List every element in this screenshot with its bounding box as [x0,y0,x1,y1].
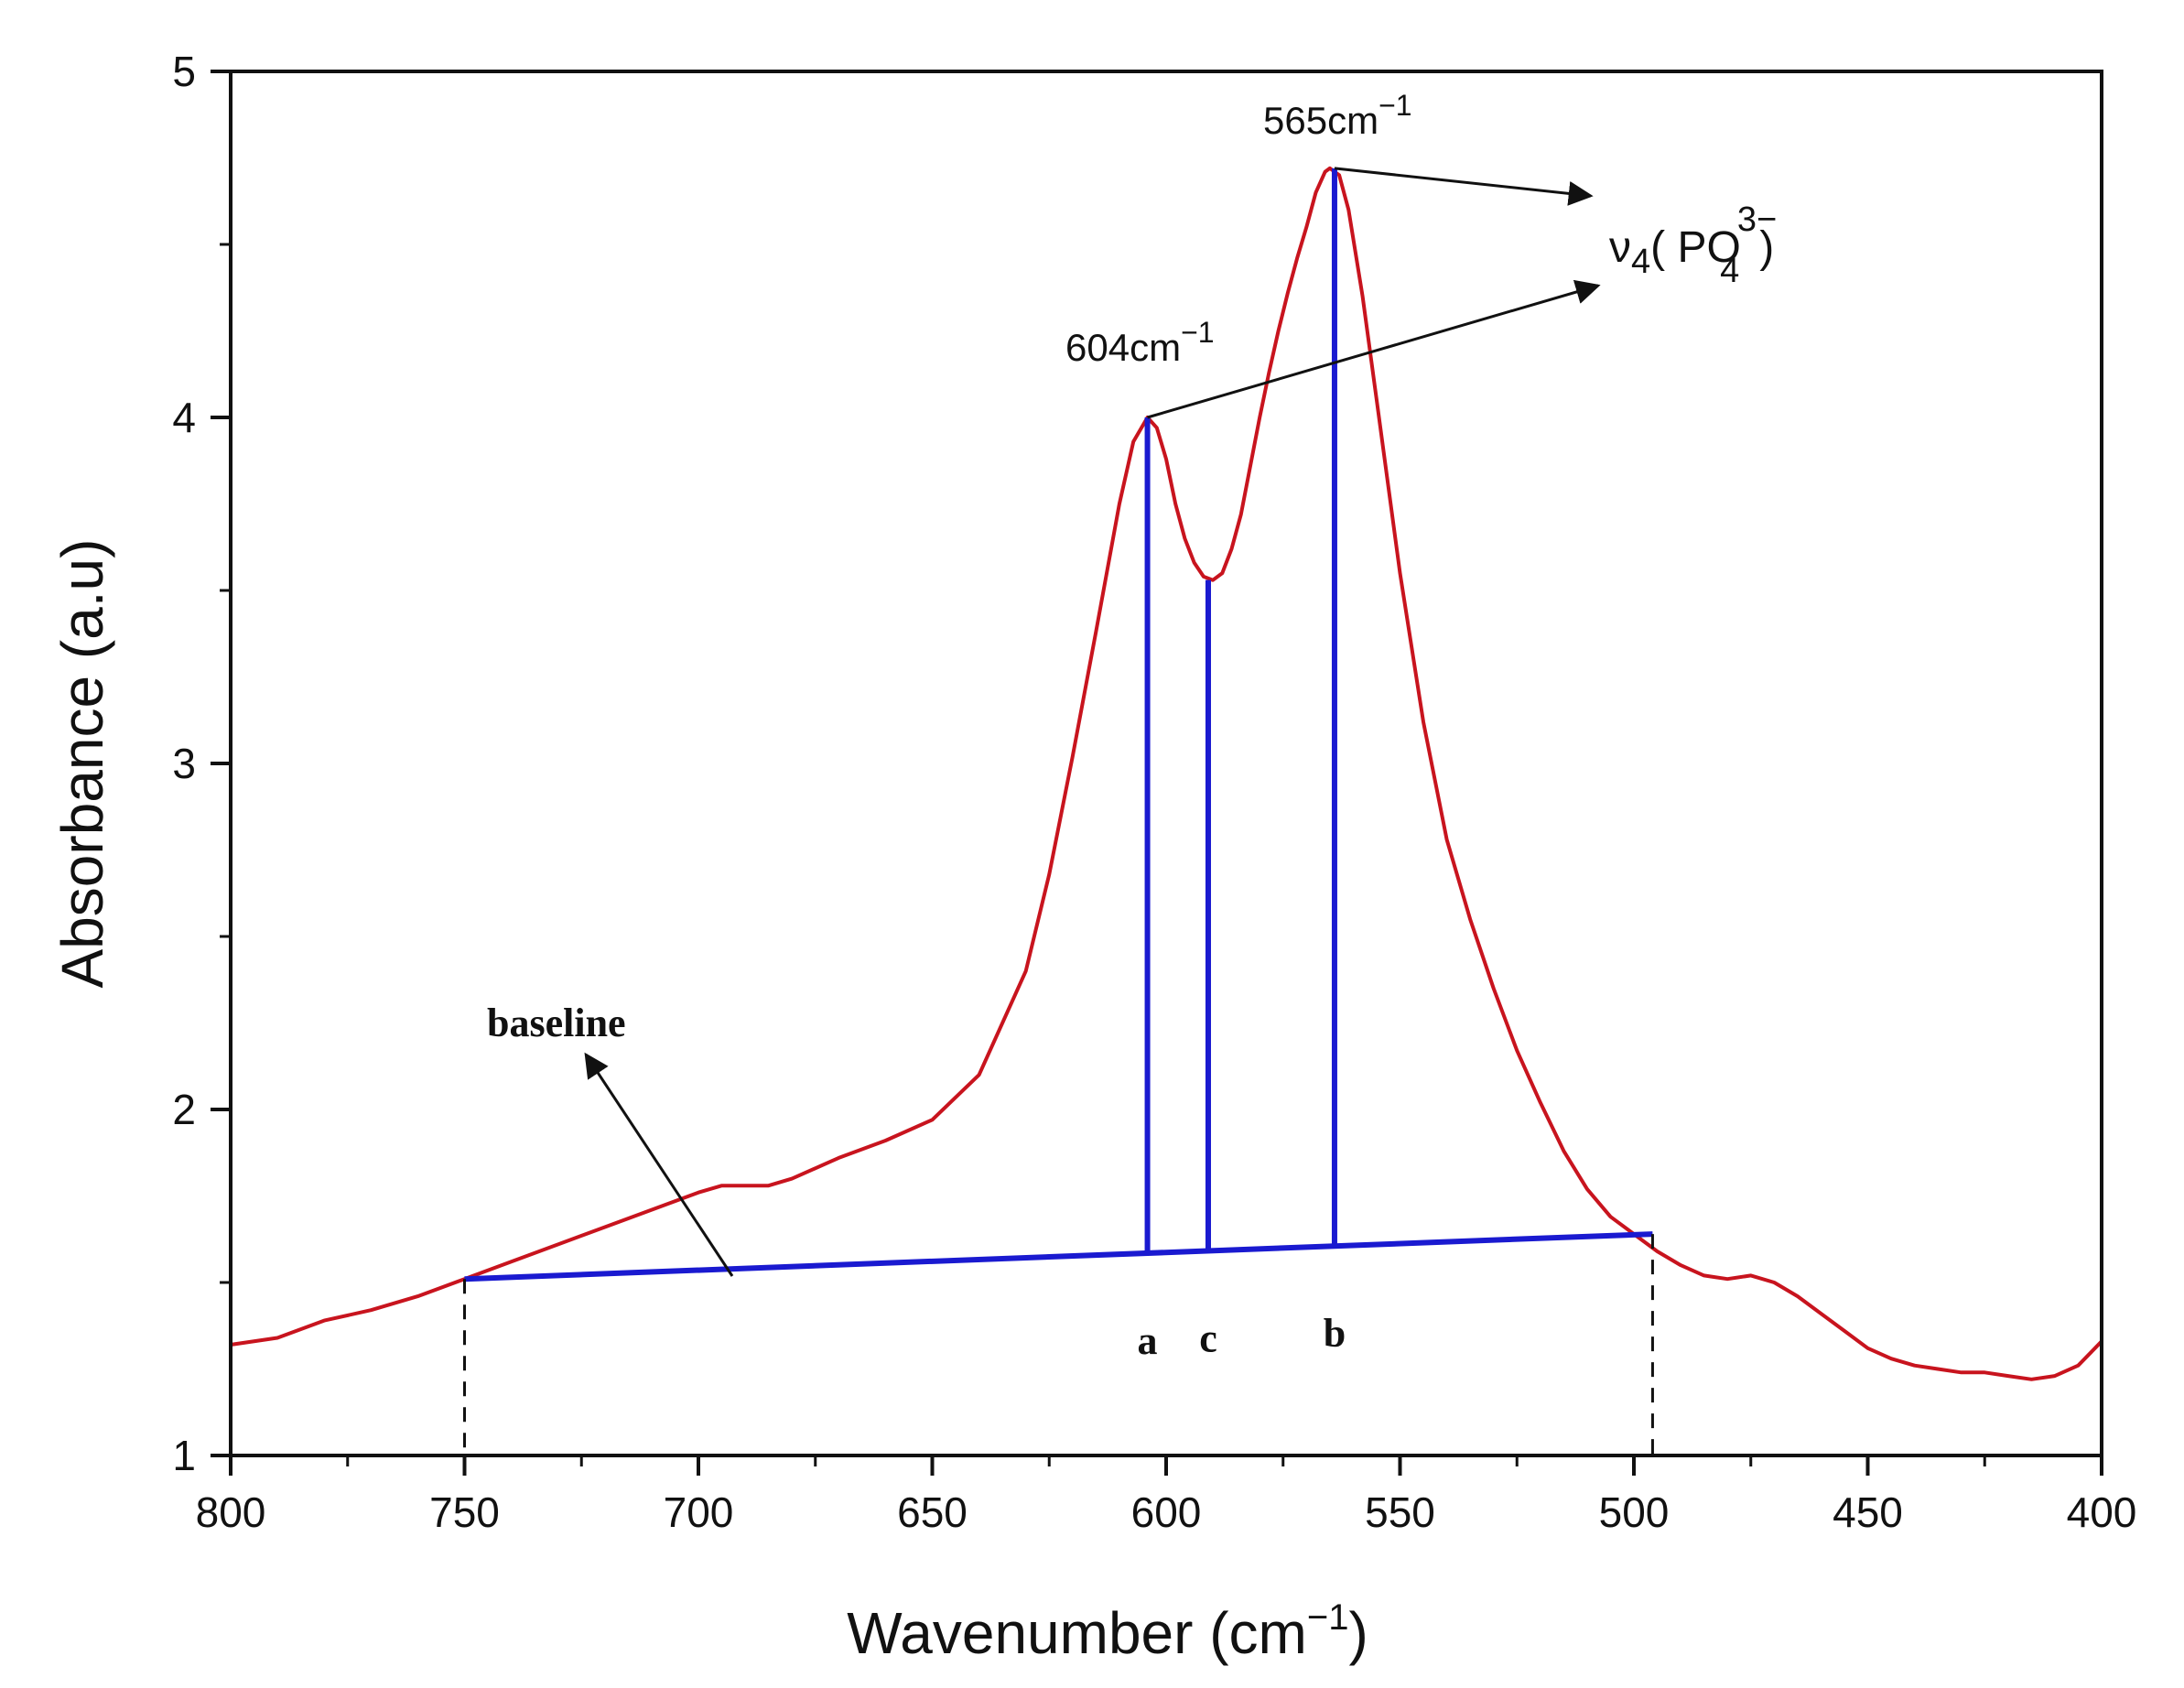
peak-565-label: 565cm−1 [1263,89,1412,142]
x-tick-label-700: 700 [664,1488,734,1536]
peak-604-label: 604cm−1 [1065,316,1215,369]
arrow-565 [1334,167,1594,206]
spectrum-line [230,166,2103,1381]
vertical-line-label-c: c [1199,1315,1217,1360]
arrow-baseline [584,1052,734,1277]
plot-frame [229,70,2103,1457]
x-tick-label-550: 550 [1365,1488,1435,1536]
x-axis-title-sup: −1 [1307,1597,1349,1638]
y-tick-label-5: 5 [172,48,196,95]
mode-label: ν4( PO3− 4) [1609,200,1777,290]
x-tick-label-800: 800 [196,1488,266,1536]
x-axis-title-close: ) [1348,1600,1368,1666]
x-tick-label-750: 750 [429,1488,500,1536]
baseline-label: baseline [487,1001,626,1045]
x-axis-title: Wavenumber (cm−1) [847,1597,1368,1666]
y-axis-title: Absorbance (a.u) [49,539,115,989]
baseline-line [464,1231,1653,1282]
y-tick-label-4: 4 [172,394,196,441]
arrow-604 [1147,279,1601,419]
y-tick-label-2: 2 [172,1086,196,1133]
y-tick-label-3: 3 [172,740,196,787]
x-tick-label-600: 600 [1131,1488,1202,1536]
x-tick-label-650: 650 [897,1488,968,1536]
x-tick-label-400: 400 [2067,1488,2137,1536]
y-tick-label-1: 1 [172,1432,196,1479]
vertical-line-label-b: b [1324,1311,1346,1356]
x-axis-title-main: Wavenumber (cm [847,1600,1307,1666]
x-tick-label-450: 450 [1833,1488,1903,1536]
x-tick-label-500: 500 [1599,1488,1670,1536]
vertical-line-label-a: a [1138,1318,1158,1363]
